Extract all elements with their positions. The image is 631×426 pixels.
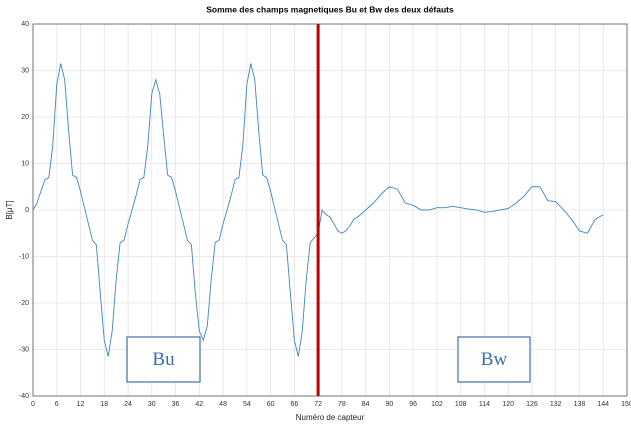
- x-tick-label: 18: [100, 401, 108, 408]
- x-tick-label: 48: [219, 401, 227, 408]
- y-tick-label: 20: [21, 114, 29, 121]
- y-axis-label: B[μT]: [5, 200, 14, 219]
- annotation: Bu: [152, 349, 175, 370]
- x-tick-label: 114: [479, 401, 490, 408]
- x-tick-label: 84: [362, 401, 370, 408]
- x-tick-label: 42: [195, 401, 203, 408]
- x-tick-label: 108: [455, 401, 467, 408]
- y-tick-label: 40: [21, 21, 29, 28]
- y-tick-label: -10: [19, 253, 29, 260]
- x-tick-label: 6: [55, 401, 59, 408]
- y-tick-label: -20: [19, 300, 29, 307]
- y-tick-label: -30: [19, 346, 29, 353]
- x-tick-label: 66: [290, 401, 298, 408]
- x-tick-label: 126: [526, 401, 538, 408]
- data-line: [32, 63, 604, 357]
- x-tick-label: 138: [574, 401, 586, 408]
- x-tick-label: 72: [314, 401, 322, 408]
- x-tick-label: 60: [267, 401, 275, 408]
- annotation-box: [457, 336, 531, 383]
- annotation: Bw: [481, 349, 508, 370]
- x-tick-label: 54: [243, 401, 251, 408]
- y-tick-label: 10: [21, 160, 29, 167]
- x-tick-label: 12: [77, 401, 85, 408]
- x-tick-label: 36: [172, 401, 180, 408]
- x-tick-label: 24: [124, 401, 132, 408]
- x-axis-label: Numéro de capteur: [296, 413, 365, 422]
- chart-title: Somme des champs magnetiques Bu et Bw de…: [206, 4, 454, 14]
- x-tick-label: 120: [502, 401, 514, 408]
- x-tick-label: 90: [386, 401, 394, 408]
- x-tick-label: 0: [31, 401, 35, 408]
- x-tick-label: 132: [550, 401, 562, 408]
- y-tick-label: 0: [25, 207, 29, 214]
- annotation-box: [126, 336, 201, 383]
- x-tick-label: 78: [338, 401, 346, 408]
- x-tick-label: 150: [621, 401, 631, 408]
- x-tick-label: 102: [431, 401, 443, 408]
- y-tick-label: 30: [21, 67, 29, 74]
- x-tick-label: 144: [597, 401, 609, 408]
- x-tick-label: 96: [409, 401, 417, 408]
- x-tick-label: 30: [148, 401, 156, 408]
- y-tick-label: -40: [19, 393, 29, 400]
